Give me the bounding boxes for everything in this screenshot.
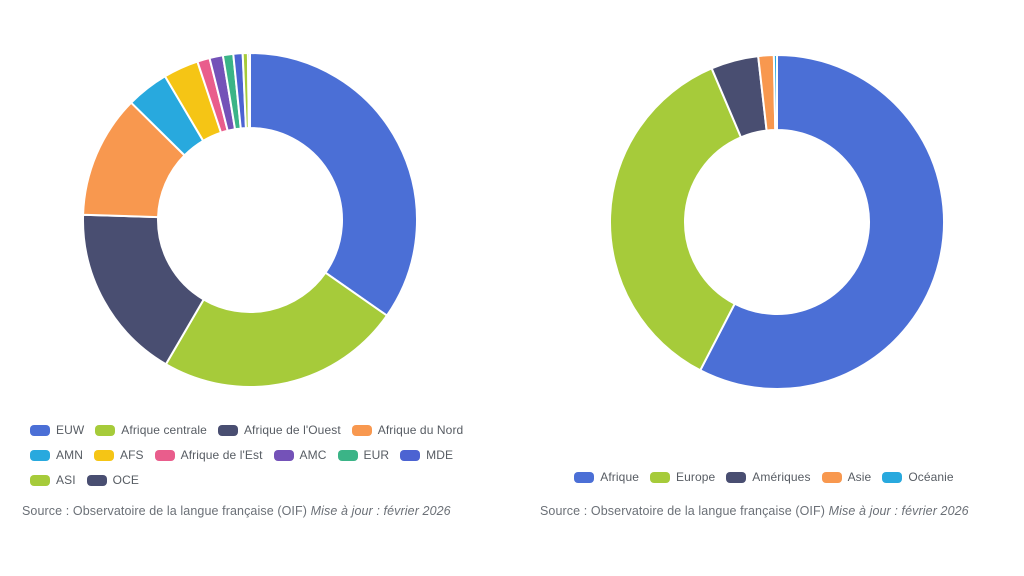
legend-label-oc-anie: Océanie [908,470,954,484]
legend-item-afrique-de-l-ouest: Afrique de l'Ouest [217,419,341,441]
legend-item-amc: AMC [273,444,327,466]
legend-item-europe: Europe [650,466,715,488]
legend-label-asi: ASI [56,473,76,487]
legend-swatch-euw [30,424,50,436]
legend-swatch-oce [86,474,107,486]
legend-item-afrique-de-l-est: Afrique de l'Est [154,444,263,466]
legend-label-amn: AMN [56,448,83,462]
legend-item-afrique-centrale: Afrique centrale [95,419,207,441]
legend-label-afrique-centrale: Afrique centrale [121,423,207,437]
legend-label-europe: Europe [676,470,716,484]
legend-label-amc: AMC [299,448,327,462]
legend-swatch-afrique-de-l-est [154,449,175,461]
legend-label-afrique-de-l-ouest: Afrique de l'Ouest [243,423,341,437]
source-note-right: Source : Observatoire de la langue franç… [540,504,969,518]
legend-swatch-asie [821,471,842,483]
legend-item-amn: AMN [30,444,83,466]
legend-regions: EUW Afrique centrale Afrique de l'Ouest Afr… [30,419,505,491]
legend-swatch-mde [400,449,421,461]
source-text: Source : Observatoire de la langue franç… [22,504,311,518]
legend-swatch-eur [337,449,358,461]
legend-label-afs: AFS [119,448,144,462]
chart-panel-continents: Afrique Europe Amériques Asie Océanie Source… [512,0,1024,576]
legend-swatch-afrique-de-l-ouest [217,424,238,436]
legend-label-euw: EUW [56,423,85,437]
source-note-left: Source : Observatoire de la langue franç… [22,504,451,518]
slice-afrique [698,53,945,390]
legend-item-afrique: Afrique [574,466,639,488]
slice-oce [246,51,251,130]
legend-label-eur: EUR [363,448,390,462]
legend-swatch-asi [30,474,50,486]
donut-chart-continents [609,53,945,390]
legend-item-asi: ASI [30,469,76,491]
legend-item-oce: OCE [86,469,139,491]
legend-label-oce: OCE [112,473,139,487]
legend-swatch-afrique [574,471,595,483]
legend-item-eur: EUR [337,444,390,466]
legend-label-asie: Asie [847,470,872,484]
legend-label-afrique-du-nord: Afrique du Nord [377,423,464,437]
legend-label-am-riques: Amériques [752,470,811,484]
legend-swatch-amn [30,449,50,461]
legend-swatch-oc-anie [882,471,903,483]
legend-label-afrique-de-l-est: Afrique de l'Est [180,448,263,462]
legend-swatch-am-riques [726,471,747,483]
legend-swatch-europe [650,471,670,483]
source-update-text: Mise à jour : février 2026 [828,504,969,518]
legend-item-afs: AFS [93,444,144,466]
legend-swatch-afs [93,449,114,461]
slice-euw [249,51,418,317]
legend-item-am-riques: Amériques [726,466,810,488]
legend-item-asie: Asie [821,466,872,488]
source-text: Source : Observatoire de la langue franç… [540,504,829,518]
donut-chart-regions [82,51,418,388]
legend-swatch-amc [273,449,294,461]
legend-label-mde: MDE [426,448,454,462]
source-update-text: Mise à jour : février 2026 [310,504,451,518]
chart-panel-regions: EUW Afrique centrale Afrique de l'Ouest Afr… [22,51,505,518]
slice-europe [609,67,743,372]
slice-afrique-centrale [164,271,389,388]
legend-item-afrique-du-nord: Afrique du Nord [351,419,464,441]
legend-continents: Afrique Europe Amériques Asie Océanie [532,466,1007,488]
legend-item-mde: MDE [400,444,453,466]
slice-oc-anie [772,53,778,132]
legend-item-euw: EUW [30,419,84,441]
legend-item-oc-anie: Océanie [882,466,954,488]
legend-swatch-afrique-du-nord [351,424,372,436]
legend-swatch-afrique-centrale [95,424,116,436]
legend-label-afrique: Afrique [600,470,639,484]
